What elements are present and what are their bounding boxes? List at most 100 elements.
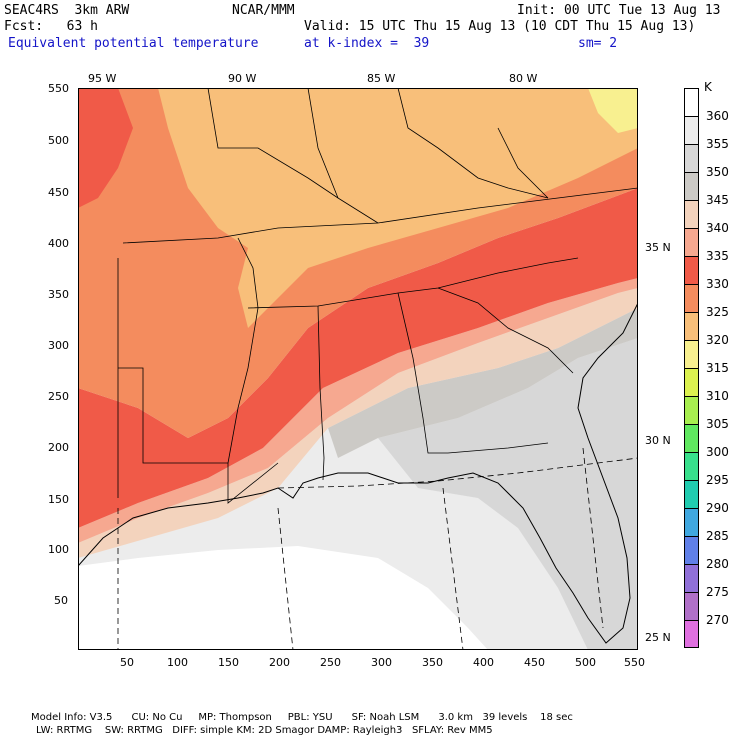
legend-label: 355: [706, 137, 729, 151]
legend-label: 315: [706, 361, 729, 375]
legend-swatch: [684, 256, 699, 284]
legend-swatch: [684, 172, 699, 200]
band-340: [78, 288, 638, 558]
legend-label: 285: [706, 529, 729, 543]
valid-time: Valid: 15 UTC Thu 15 Aug 13 (10 CDT Thu …: [304, 19, 696, 34]
legend-label: 300: [706, 445, 729, 459]
model-info-line2: LW: RRTMG SW: RRTMG DIFF: simple KM: 2D …: [36, 725, 493, 736]
right-tick-30n: 30 N: [645, 434, 671, 447]
top-tick-80w: 80 W: [509, 72, 538, 85]
band-320: [158, 88, 638, 328]
state-border: [397, 292, 549, 454]
meridian-line: [442, 487, 464, 650]
map-frame: [78, 88, 638, 650]
bottom-tick: 200: [269, 656, 290, 669]
top-tick-90w: 90 W: [228, 72, 257, 85]
legend-label: 305: [706, 417, 729, 431]
legend-swatch: [684, 312, 699, 340]
state-border: [497, 127, 549, 199]
legend-label: 345: [706, 193, 729, 207]
legend-swatch: [684, 284, 699, 312]
init-time: Init: 00 UTC Tue 13 Aug 13: [517, 3, 721, 18]
legend-unit: K: [704, 80, 712, 94]
left-tick: 550: [48, 82, 69, 95]
bottom-tick: 50: [120, 656, 134, 669]
left-tick: 150: [48, 493, 69, 506]
legend-label: 360: [706, 109, 729, 123]
legend-swatch: [684, 228, 699, 256]
legend-swatch: [684, 452, 699, 480]
legend-swatch: [684, 480, 699, 508]
legend-swatch: [684, 200, 699, 228]
state-border: [397, 88, 549, 199]
coastline: [78, 302, 638, 644]
state-border: [118, 367, 279, 504]
legend-swatch: [684, 396, 699, 424]
level-info: at k-index = 39: [304, 36, 430, 51]
bottom-tick: 450: [524, 656, 545, 669]
legend-swatch: [684, 592, 699, 620]
legend-label: 350: [706, 165, 729, 179]
legend-swatch: [684, 144, 699, 172]
legend-swatch: [684, 340, 699, 368]
state-border: [227, 237, 259, 464]
left-tick: 350: [48, 288, 69, 301]
meridian-line: [277, 507, 294, 650]
bottom-tick: 350: [422, 656, 443, 669]
legend-label: 280: [706, 557, 729, 571]
meridian-line: [582, 447, 604, 629]
band-315: [588, 88, 638, 133]
left-tick: 250: [48, 390, 69, 403]
band-345: [328, 308, 638, 458]
band-350: [378, 338, 638, 650]
legend-swatch: [684, 536, 699, 564]
legend-label: 290: [706, 501, 729, 515]
state-border: [317, 305, 325, 481]
legend-label: 320: [706, 333, 729, 347]
smoothing-info: sm= 2: [578, 36, 618, 51]
color-legend: K 360 355 350 345 340 335 330 325 320 315 310 305 30…: [684, 80, 740, 663]
band-330-nw: [78, 88, 133, 208]
field-name: Equivalent potential temperature: [8, 36, 259, 51]
legend-label: 340: [706, 221, 729, 235]
legend-label: 295: [706, 473, 729, 487]
left-tick: 200: [48, 441, 69, 454]
legend-swatch: [684, 116, 699, 144]
top-tick-85w: 85 W: [367, 72, 396, 85]
bottom-tick: 400: [473, 656, 494, 669]
forecast-hour: Fcst: 63 h: [4, 19, 98, 34]
legend-swatch: [684, 424, 699, 452]
bottom-tick: 300: [371, 656, 392, 669]
state-border: [207, 88, 379, 224]
right-tick-25n: 25 N: [645, 631, 671, 644]
state-border: [437, 287, 574, 374]
left-tick: 300: [48, 339, 69, 352]
legend-label: 330: [706, 277, 729, 291]
legend-label: 310: [706, 389, 729, 403]
legend-swatch: [684, 620, 699, 648]
right-tick-35n: 35 N: [645, 241, 671, 254]
legend-label: 335: [706, 249, 729, 263]
parallel-line: [277, 457, 638, 489]
model-info-line1: Model Info: V3.5 CU: No Cu MP: Thompson …: [31, 712, 573, 723]
organization: NCAR/MMM: [232, 3, 295, 18]
band-335: [78, 278, 638, 543]
bottom-tick: 150: [218, 656, 239, 669]
legend-label: 325: [706, 305, 729, 319]
bottom-tick: 250: [320, 656, 341, 669]
theta-e-map: [78, 88, 638, 650]
legend-swatch: [684, 88, 699, 116]
left-tick: 100: [48, 543, 69, 556]
bottom-tick: 500: [575, 656, 596, 669]
legend-label: 270: [706, 613, 729, 627]
model-name: SEAC4RS 3km ARW: [4, 3, 130, 18]
legend-swatch: [684, 564, 699, 592]
bottom-tick: 100: [167, 656, 188, 669]
legend-label: 275: [706, 585, 729, 599]
top-tick-95w: 95 W: [88, 72, 117, 85]
left-tick: 500: [48, 134, 69, 147]
band-360: [78, 546, 488, 650]
left-tick: 400: [48, 237, 69, 250]
state-border: [307, 88, 339, 199]
bottom-tick: 550: [624, 656, 645, 669]
